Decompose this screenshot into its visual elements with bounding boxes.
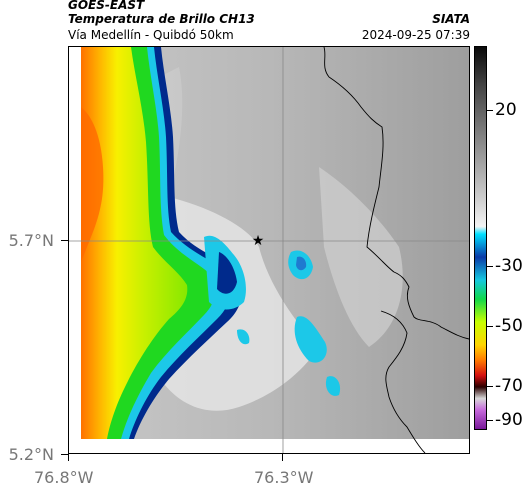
lat-tick bbox=[61, 240, 68, 241]
colorbar-label: -50 bbox=[495, 316, 523, 336]
lat-label: 5.2°N bbox=[8, 445, 54, 464]
convective-cell bbox=[237, 329, 250, 345]
colorbar-tick bbox=[487, 386, 493, 387]
satellite-name: GOES-EAST bbox=[68, 0, 145, 12]
lon-label: 76.8°W bbox=[34, 468, 94, 487]
product-title: Temperatura de Brillo CH13 bbox=[68, 12, 255, 26]
organization-label: SIATA bbox=[432, 12, 470, 26]
lat-label: 5.7°N bbox=[8, 231, 54, 250]
cloud-patch bbox=[319, 167, 403, 347]
colorbar-tick bbox=[487, 110, 493, 111]
temperature-colorbar bbox=[474, 46, 487, 430]
colorbar-label: -30 bbox=[495, 256, 523, 276]
convective-cell bbox=[325, 376, 341, 396]
lon-tick bbox=[282, 454, 283, 461]
colorbar-tick bbox=[487, 266, 493, 267]
colorbar-label: 20 bbox=[495, 100, 517, 120]
satellite-map[interactable]: ★ bbox=[68, 46, 470, 454]
lat-tick bbox=[61, 454, 68, 455]
no-data-strip bbox=[69, 47, 81, 439]
convective-cell bbox=[294, 316, 327, 363]
warm-zone bbox=[79, 47, 188, 439]
colorbar-label: -90 bbox=[495, 410, 523, 430]
cloud-cluster-core bbox=[217, 252, 237, 294]
convective-cell-core bbox=[296, 256, 307, 271]
city-star-icon[interactable]: ★ bbox=[252, 233, 265, 249]
border-line bbox=[323, 47, 469, 340]
colorbar-label: -70 bbox=[495, 376, 523, 396]
colorbar-tick bbox=[487, 420, 493, 421]
map-header: GOES-EAST Temperatura de Brillo CH13 Vía… bbox=[68, 0, 470, 44]
route-subtitle: Vía Medellín - Quibdó 50km bbox=[68, 28, 234, 42]
lon-tick bbox=[68, 454, 69, 461]
timestamp: 2024-09-25 07:39 bbox=[361, 28, 470, 42]
lon-label: 76.3°W bbox=[254, 468, 314, 487]
warm-core bbox=[81, 107, 104, 262]
border-line bbox=[380, 310, 426, 453]
colorbar-tick bbox=[487, 326, 493, 327]
no-data-strip bbox=[69, 439, 469, 453]
